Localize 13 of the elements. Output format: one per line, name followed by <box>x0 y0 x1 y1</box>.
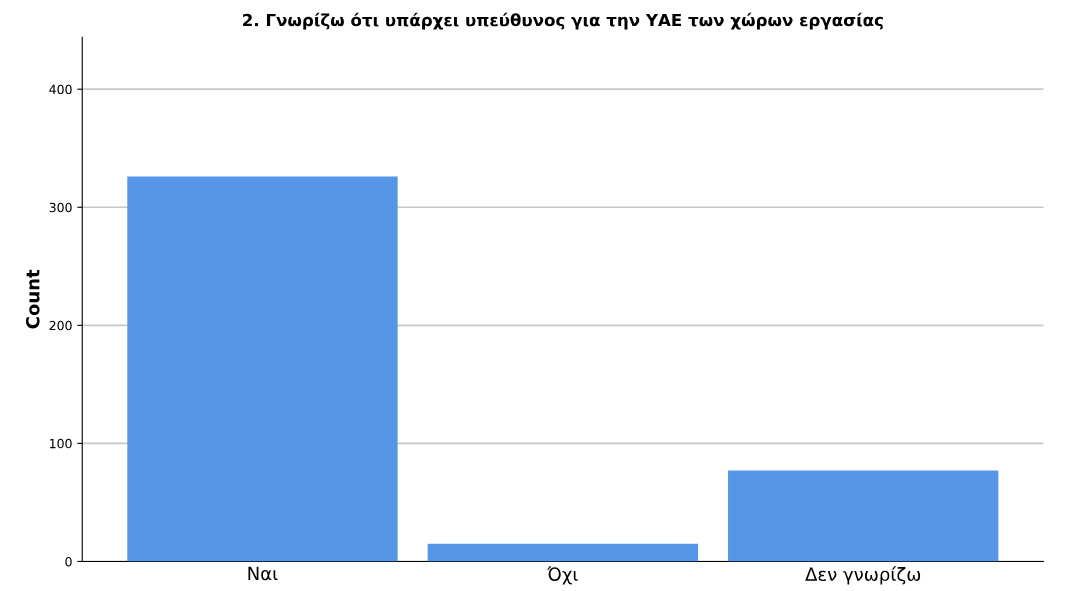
y-tick-label: 400 <box>49 84 72 95</box>
x-tick-label: Ναι <box>248 566 278 581</box>
bar <box>127 176 398 562</box>
y-tick-label: 200 <box>49 320 72 331</box>
y-tick-label: 300 <box>49 202 72 213</box>
bar <box>728 470 999 562</box>
y-tick-label: 0 <box>65 556 72 567</box>
y-tick-label: 100 <box>50 438 72 449</box>
x-tick-label: Όχι <box>547 566 578 585</box>
bar <box>427 543 698 562</box>
chart-title: 2. Γνωρίζω ότι υπάρχει υπεύθυνος για την ΥΑΕ των χώρων εργασίας <box>243 12 883 30</box>
x-tick-label: Δεν γνωρίζω <box>805 566 921 585</box>
y-axis-title: Count <box>25 269 40 329</box>
